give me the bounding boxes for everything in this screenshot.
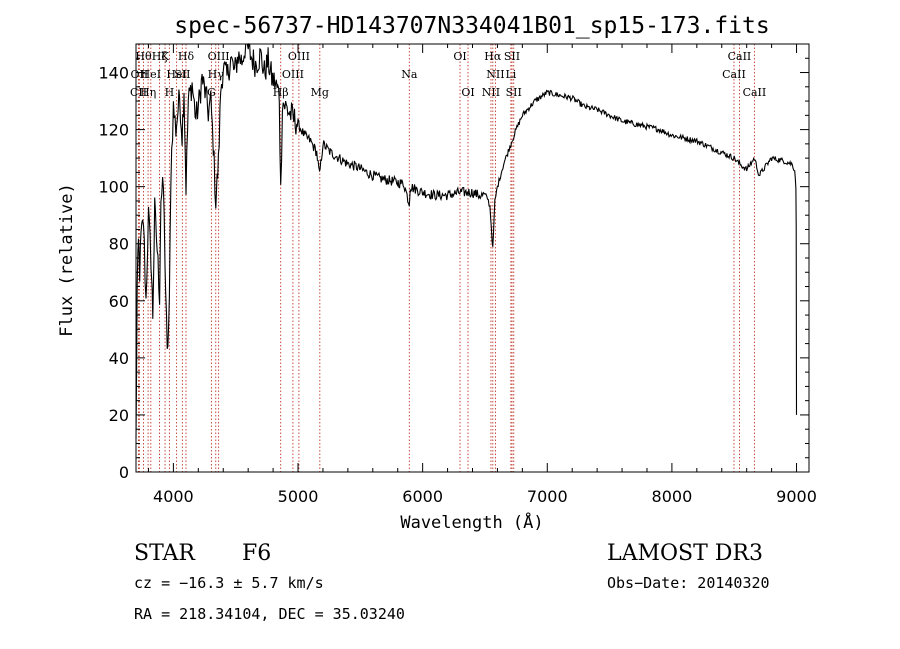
x-axis-label: Wavelength (Å) bbox=[400, 511, 543, 533]
line-label-22: Hα bbox=[484, 50, 502, 63]
line-label-16: OIII bbox=[288, 50, 310, 63]
line-label-17: Mg bbox=[311, 86, 329, 99]
line-label-20: OI bbox=[461, 86, 474, 99]
y-tick-label-1: 20 bbox=[109, 406, 129, 425]
line-label-5: Hζ bbox=[152, 50, 168, 63]
line-label-4: HeI bbox=[141, 68, 161, 81]
line-label-8: HeI bbox=[166, 68, 186, 81]
survey-name: LAMOST DR3 bbox=[607, 541, 763, 566]
y-tick-label-5: 100 bbox=[98, 178, 129, 197]
x-tick-label-5: 9000 bbox=[776, 487, 817, 506]
y-axis-label: Flux (relative) bbox=[57, 183, 77, 337]
x-axis: 4000 5000 6000 7000 8000 9000 bbox=[147, 44, 817, 506]
object-subclass: F6 bbox=[242, 541, 271, 566]
y-tick-label-0: 0 bbox=[119, 463, 129, 482]
line-label-7: H bbox=[165, 86, 175, 99]
line-label-26: SII bbox=[506, 86, 522, 99]
y-tick-label-4: 80 bbox=[109, 235, 129, 254]
ra-dec: RA = 218.34104, DEC = 35.03240 bbox=[134, 605, 405, 623]
line-label-25: SII bbox=[504, 50, 520, 63]
line-label-10: Hδ bbox=[178, 50, 195, 63]
line-label-13: OIII bbox=[208, 50, 230, 63]
spectral-line-markers bbox=[138, 44, 755, 472]
line-label-19: OI bbox=[453, 50, 466, 63]
line-label-27: CaII bbox=[722, 68, 746, 81]
y-tick-label-7: 140 bbox=[98, 64, 129, 83]
spectrum-line bbox=[135, 42, 798, 440]
line-label-15: OIII bbox=[282, 68, 304, 81]
y-tick-label-6: 120 bbox=[98, 121, 129, 140]
object-class: STAR bbox=[134, 541, 196, 566]
x-tick-label-1: 5000 bbox=[278, 487, 319, 506]
line-label-28: CaII bbox=[728, 50, 752, 63]
y-axis: 0 20 40 60 80 100 120 140 bbox=[98, 43, 809, 482]
line-label-23: NII bbox=[486, 68, 504, 81]
line-label-12: Hγ bbox=[208, 68, 225, 81]
x-tick-label-0: 4000 bbox=[153, 487, 194, 506]
x-tick-label-4: 8000 bbox=[652, 487, 693, 506]
line-label-3: Hη bbox=[140, 86, 156, 99]
line-label-0: CII bbox=[130, 86, 147, 99]
line-label-21: NII bbox=[482, 86, 500, 99]
y-tick-label-3: 60 bbox=[109, 292, 129, 311]
y-tick-label-2: 40 bbox=[109, 349, 129, 368]
chart-title: spec-56737-HD143707N334041B01_sp15-173.f… bbox=[174, 13, 769, 39]
line-label-29: CaII bbox=[743, 86, 767, 99]
observation-date: Obs−Date: 20140320 bbox=[607, 574, 770, 592]
line-label-2: Hθ bbox=[135, 50, 152, 63]
spectral-line-labels: CIIOIIHθHηHeIHζKHHeISIIHδGHγOIIIHβOIIIOI… bbox=[130, 50, 766, 99]
line-label-9: SII bbox=[174, 68, 190, 81]
line-label-24: Li bbox=[505, 68, 516, 81]
line-label-6: K bbox=[161, 50, 170, 63]
line-label-1: OII bbox=[131, 68, 149, 81]
redshift-cz: cz = −16.3 ± 5.7 km/s bbox=[134, 574, 324, 592]
line-label-18: Na bbox=[401, 68, 418, 81]
x-tick-label-3: 7000 bbox=[527, 487, 568, 506]
line-label-14: Hβ bbox=[273, 86, 289, 99]
x-tick-label-2: 6000 bbox=[402, 487, 443, 506]
plot-frame bbox=[135, 43, 810, 473]
